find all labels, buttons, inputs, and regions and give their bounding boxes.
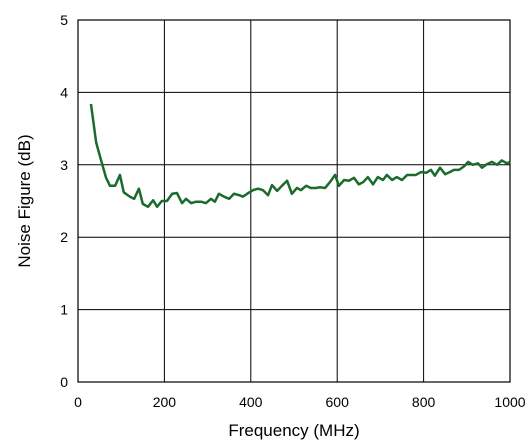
plot-frame: [77, 19, 511, 383]
x-tick-label: 0: [74, 394, 82, 410]
y-tick-label: 1: [60, 302, 68, 318]
y-tick-label: 4: [60, 84, 68, 100]
x-tick-label: 400: [239, 394, 263, 410]
y-tick-label: 5: [60, 12, 68, 28]
x-tick-label: 200: [153, 394, 177, 410]
y-tick-label: 0: [60, 374, 68, 390]
data-line: [89, 103, 511, 209]
x-axis-label: Frequency (MHz): [228, 421, 359, 440]
y-axis-label: Noise Figure (dB): [15, 134, 34, 267]
x-tick-label: 800: [412, 394, 436, 410]
x-tick-label: 1000: [494, 394, 525, 410]
x-tick-label: 600: [326, 394, 350, 410]
y-tick-label: 3: [60, 157, 68, 173]
y-tick-label: 2: [60, 229, 68, 245]
